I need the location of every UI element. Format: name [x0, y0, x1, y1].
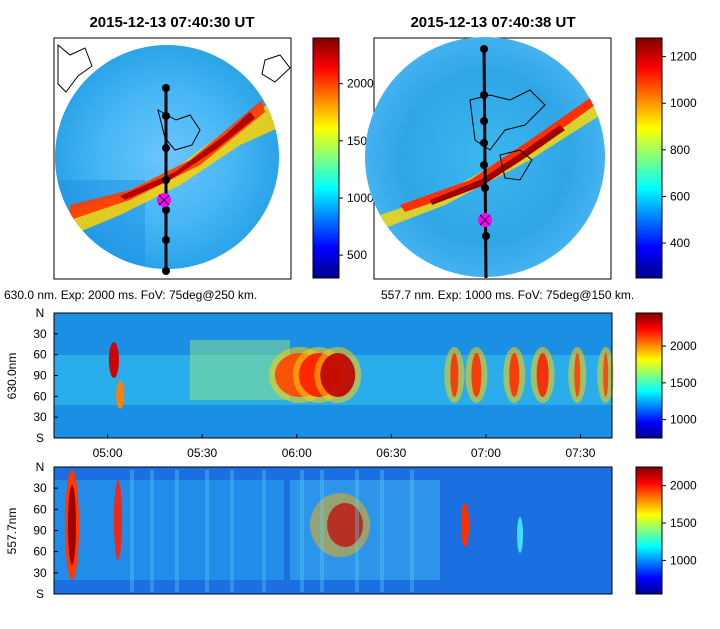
emission-stripe [175, 470, 179, 592]
auroral-arc [450, 353, 459, 397]
meridian-marker [480, 161, 488, 169]
ytick-label: 60 [33, 389, 47, 403]
colorbar-tick-label: 600 [670, 189, 690, 203]
ytick-label: 60 [33, 502, 47, 516]
right-meridian [478, 45, 492, 279]
left-image-panel [53, 37, 292, 280]
colorbar-tick-label: 1200 [670, 50, 697, 64]
time-tick-label: 07:00 [471, 446, 501, 460]
emission-stripe [262, 470, 266, 592]
keogram-630-colorbar: 2000 1500 1000 [635, 312, 697, 439]
colorbar-tick-label: 1500 [670, 376, 697, 390]
time-tick-label: 06:30 [376, 446, 406, 460]
auroral-arc [461, 503, 469, 547]
auroral-arc [517, 517, 523, 553]
left-image-caption: 630.0 nm. Exp: 2000 ms. FoV: 75deg@250 k… [4, 288, 257, 302]
emission-stripe [380, 470, 384, 592]
meridian-marker [162, 236, 170, 244]
auroral-arc [327, 503, 363, 547]
emission-stripe [300, 470, 304, 592]
keogram-557-colorbar: 2000 1500 1000 [635, 466, 697, 595]
emission-band [54, 480, 284, 580]
emission-stripe [355, 470, 359, 592]
emission-stripe [410, 470, 414, 592]
auroral-arc [116, 381, 125, 409]
auroral-arc [114, 480, 122, 560]
emission-stripe [230, 470, 234, 592]
meridian-marker [480, 91, 488, 99]
colorbar-tick-label: 400 [670, 236, 690, 250]
meridian-marker [162, 84, 170, 92]
time-tick-label: 05:30 [187, 446, 217, 460]
right-image-caption: 557.7 nm. Exp: 1000 ms. FoV: 75deg@150 k… [381, 288, 634, 302]
left-image-title: 2015-12-13 07:40:30 UT [89, 14, 254, 31]
ytick-label: 30 [33, 327, 47, 341]
meridian-marker [481, 184, 489, 192]
emission-stripe [205, 470, 209, 592]
right-colorbar: 1200 1000 800 600 400 [635, 37, 697, 279]
colorbar-tick-label: 2000 [347, 77, 374, 91]
colorbar-tick-label: 1000 [670, 413, 697, 427]
auroral-arc [320, 353, 356, 397]
ytick-label: 60 [33, 545, 47, 559]
colorbar-tick-label: 1500 [670, 516, 697, 530]
auroral-arc [68, 485, 76, 565]
time-tick-label: 05:00 [93, 446, 123, 460]
keogram-630-ylabel: 630.0nm [5, 353, 19, 400]
ytick-label: N [36, 460, 45, 474]
meridian-marker [482, 232, 490, 240]
ytick-label: 90 [33, 369, 47, 383]
meridian-marker [480, 139, 488, 147]
zenith-cross-icon [478, 213, 492, 227]
time-axis-labels: 05:00 05:30 06:00 06:30 07:00 07:30 [93, 434, 596, 594]
meridian-marker [162, 206, 170, 214]
meridian-marker [480, 45, 488, 53]
time-tick-label: 06:00 [282, 446, 312, 460]
ytick-label: S [36, 431, 44, 445]
colorbar-tick-label: 2000 [670, 339, 697, 353]
right-image-panel [365, 37, 612, 280]
meridian-marker [162, 144, 170, 152]
time-tick-label: 07:30 [565, 446, 595, 460]
colorbar-tick-label: 800 [670, 143, 690, 157]
auroral-arc [536, 353, 549, 397]
ytick-label: 30 [33, 481, 47, 495]
auroral-arc [603, 353, 609, 397]
auroral-arc [509, 353, 520, 397]
colorbar-tick-label: 1000 [347, 191, 374, 205]
emission-stripe [130, 470, 134, 592]
ytick-label: N [36, 306, 45, 320]
meridian-marker [162, 112, 170, 120]
meridian-marker [162, 176, 170, 184]
ytick-label: 30 [33, 410, 47, 424]
left-meridian [157, 84, 171, 275]
colorbar-tick-label: 1000 [670, 553, 697, 567]
auroral-arc [574, 353, 581, 397]
keogram-630-panel: N 30 60 90 60 30 S [33, 306, 615, 445]
keogram-557-ylabel: 557.7nm [5, 508, 19, 555]
ytick-label: 60 [33, 348, 47, 362]
emission-stripe [150, 470, 154, 592]
meridian-marker [480, 117, 488, 125]
keogram-557-features [54, 470, 523, 592]
colorbar-tick-label: 500 [347, 248, 367, 262]
colorbar-tick-label: 2000 [670, 479, 697, 493]
auroral-arc [471, 353, 482, 397]
zenith-cross-icon [157, 193, 171, 207]
auroral-arc [108, 342, 119, 378]
right-image-title: 2015-12-13 07:40:38 UT [410, 14, 575, 31]
emission-stripe [320, 470, 324, 592]
colorbar-tick-label: 1000 [670, 96, 697, 110]
ytick-label: 90 [33, 524, 47, 538]
ytick-label: S [36, 587, 44, 601]
ytick-label: 30 [33, 566, 47, 580]
keogram-630-features [54, 340, 615, 409]
keogram-557-panel: N 30 60 90 60 30 S [33, 460, 613, 601]
meridian-marker [162, 267, 170, 275]
